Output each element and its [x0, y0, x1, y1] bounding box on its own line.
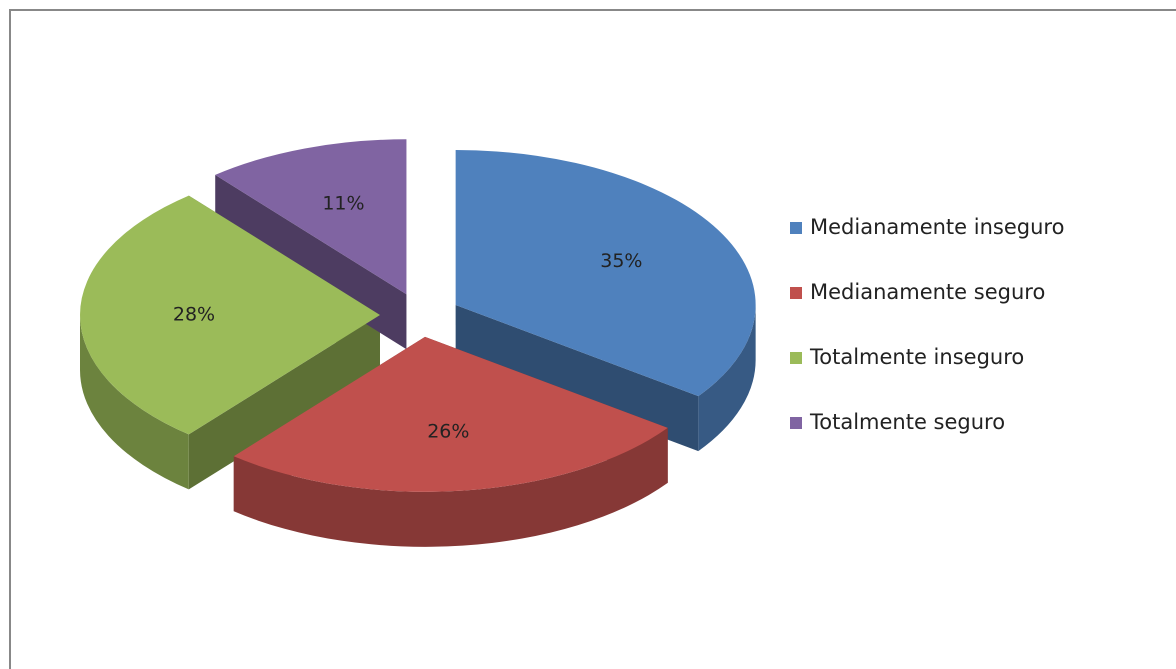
slice — [233, 336, 668, 492]
legend-swatch — [790, 287, 802, 299]
legend-swatch — [790, 417, 802, 429]
slice-wall — [233, 427, 668, 547]
legend-label: Totalmente seguro — [809, 410, 1005, 434]
slice — [215, 139, 407, 295]
legend-swatch — [790, 222, 802, 234]
slice-wall — [698, 305, 756, 452]
legend-label: Totalmente inseguro — [809, 345, 1024, 369]
slice-side — [188, 315, 380, 490]
slice — [79, 195, 380, 435]
legend-swatch — [790, 352, 802, 364]
legend-label: Medianamente inseguro — [810, 215, 1064, 239]
legend-label: Medianamente seguro — [810, 280, 1045, 304]
slice — [455, 150, 756, 397]
slice-wall — [80, 315, 189, 490]
data-label: 26% — [427, 421, 469, 443]
slice-side — [455, 305, 699, 452]
data-label: 11% — [322, 192, 364, 214]
data-label: 28% — [173, 304, 215, 326]
data-label: 35% — [600, 250, 642, 272]
